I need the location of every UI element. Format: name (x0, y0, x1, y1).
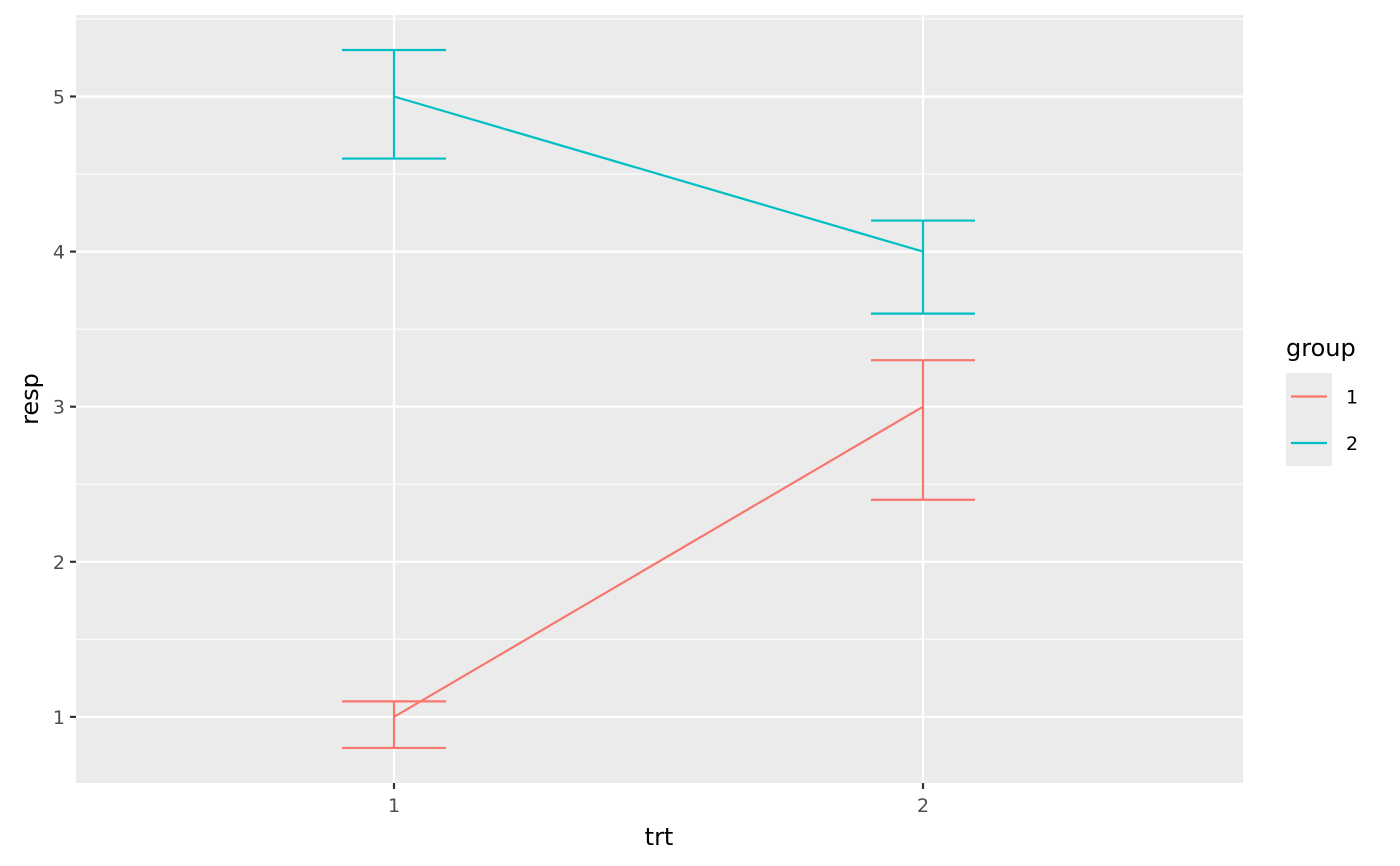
error-bar-group-2-1 (342, 48, 446, 160)
y-tick-label: 5 (53, 87, 65, 109)
error-bar-group-2-2 (871, 219, 975, 315)
error-bar-group-1-1 (342, 700, 446, 750)
series-line-1 (393, 405, 924, 718)
y-tick-label: 2 (53, 552, 65, 574)
y-tick-label: 3 (53, 397, 65, 419)
grid-minor (76, 18, 1243, 640)
legend-key-background (1286, 373, 1332, 466)
series-line-2 (393, 95, 924, 253)
legend-title: group (1286, 334, 1356, 362)
legend-label-1: 1 (1346, 387, 1358, 409)
plot-panel (76, 15, 1243, 783)
legend-label-2: 2 (1346, 433, 1358, 455)
x-axis-title: trt (645, 823, 674, 851)
y-tick-label: 1 (53, 707, 65, 729)
y-axis-title: resp (16, 373, 44, 425)
y-tick-label: 4 (53, 242, 65, 264)
axis-ticks (70, 95, 925, 789)
series-layer (342, 48, 975, 750)
error-bar-group-1-2 (871, 359, 975, 501)
x-tick-label: 2 (917, 795, 929, 817)
tick-labels: 1 2 3 4 5 1 2 (53, 87, 929, 818)
legend: group 12 (1286, 334, 1358, 466)
x-tick-label: 1 (388, 795, 400, 817)
legend-items: 12 (1291, 387, 1358, 455)
